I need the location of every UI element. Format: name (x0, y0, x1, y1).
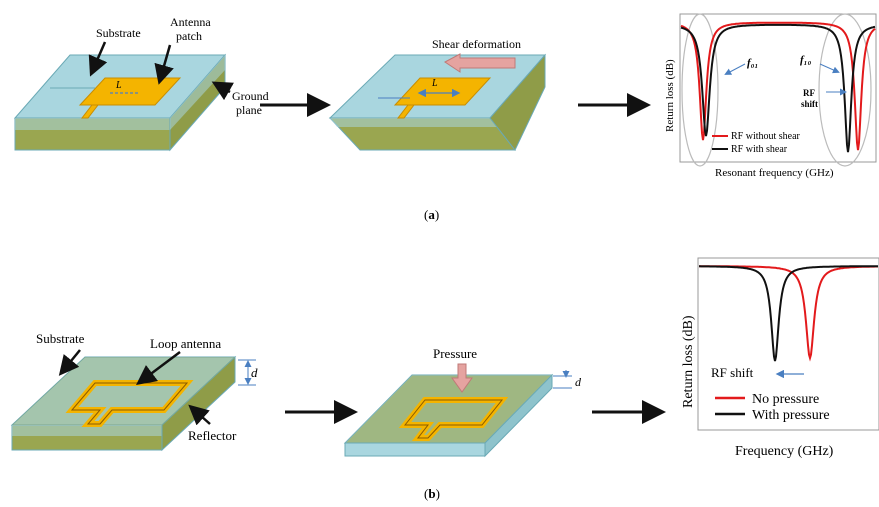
pressure-arrow (451, 363, 473, 393)
loop-antenna-b2 (403, 399, 504, 439)
label-f01: f₀₁ (747, 57, 758, 69)
label-shear: Shear deformation (432, 37, 521, 51)
chart-b (697, 257, 879, 431)
caption-b: (b) (424, 486, 440, 501)
label-antenna-line2: patch (176, 29, 202, 43)
substrate-block-b2 (343, 373, 554, 458)
label-rf-shift-b: RF shift (711, 365, 754, 380)
label-rf-shift-line2: shift (801, 99, 818, 109)
shear-arrow (444, 53, 516, 73)
xlabel-b: Frequency (GHz) (735, 444, 834, 459)
ylabel-a: Return loss (dB) (664, 59, 676, 132)
caption-a: (a) (424, 207, 439, 222)
substrate-block-a1 (13, 53, 227, 152)
xlabel-a: Resonant frequency (GHz) (715, 167, 834, 179)
series-with-pressure (699, 265, 878, 362)
label-reflector: Reflector (188, 428, 237, 443)
legend-a-red: RF without shear (731, 131, 801, 142)
panel-b: Substrate Loop antenna d Reflector Press… (10, 257, 879, 501)
feed-line (80, 104, 100, 119)
label-d-b2: d (575, 375, 582, 389)
legend-a-black: RF with shear (731, 144, 788, 155)
substrate-block-a2 (328, 53, 547, 151)
label-antenna-line1: Antenna (170, 15, 211, 29)
panel-a: Substrate Antenna patch L Ground plane L… (13, 13, 877, 222)
series-rf-without-shear (680, 21, 876, 151)
label-d-b1: d (251, 365, 258, 380)
label-rf-shift-line1: RF (803, 88, 815, 98)
label-ground-line2: plane (236, 103, 262, 117)
series-rf-with-shear (680, 23, 876, 153)
label-f10: f₁₀ (800, 54, 811, 66)
label-substrate-b: Substrate (36, 331, 85, 346)
chart-a (679, 13, 877, 167)
label-ground-line1: Ground (232, 89, 269, 103)
legend-b-red: No pressure (752, 392, 819, 407)
label-pressure: Pressure (433, 346, 477, 361)
label-substrate-a: Substrate (96, 26, 141, 40)
legend-b-black: With pressure (752, 408, 830, 423)
length-symbol-a1: L (115, 80, 122, 91)
ylabel-b: Return loss (dB) (681, 315, 696, 408)
label-loop-antenna: Loop antenna (150, 336, 221, 351)
length-symbol-a2: L (431, 78, 438, 89)
